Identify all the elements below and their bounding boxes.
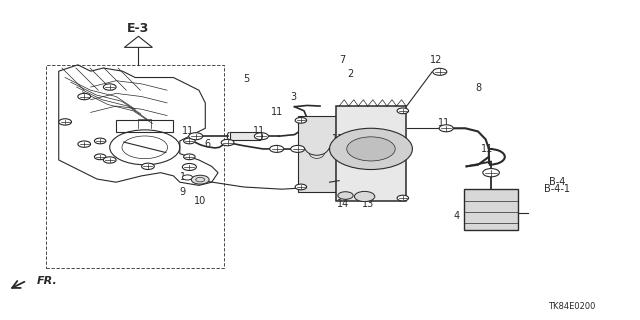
Bar xyxy=(464,188,518,230)
Text: 11: 11 xyxy=(332,134,344,144)
Text: 4: 4 xyxy=(454,211,460,220)
Circle shape xyxy=(95,154,106,160)
Text: 11: 11 xyxy=(271,108,284,117)
Text: 11: 11 xyxy=(438,118,451,128)
Circle shape xyxy=(397,108,408,114)
Text: 12: 12 xyxy=(430,55,442,65)
Circle shape xyxy=(184,154,195,160)
Circle shape xyxy=(103,157,116,163)
Text: 6: 6 xyxy=(204,139,211,148)
Circle shape xyxy=(182,175,193,180)
Bar xyxy=(116,120,173,132)
Circle shape xyxy=(221,140,234,146)
Text: 2: 2 xyxy=(348,69,354,79)
Circle shape xyxy=(254,133,268,140)
Circle shape xyxy=(397,195,408,201)
Circle shape xyxy=(191,175,209,184)
Circle shape xyxy=(78,93,91,100)
Circle shape xyxy=(295,184,307,190)
Text: 9: 9 xyxy=(179,187,186,197)
Circle shape xyxy=(141,163,154,170)
Circle shape xyxy=(103,84,116,90)
Circle shape xyxy=(433,68,447,75)
Text: 11: 11 xyxy=(481,144,493,154)
Bar xyxy=(46,65,225,268)
Circle shape xyxy=(291,145,305,152)
Text: 3: 3 xyxy=(290,92,296,102)
Circle shape xyxy=(355,191,375,202)
Circle shape xyxy=(78,141,91,147)
Text: 14: 14 xyxy=(337,199,349,209)
Text: 8: 8 xyxy=(475,83,481,93)
Circle shape xyxy=(330,128,412,170)
Circle shape xyxy=(483,169,499,177)
Text: FR.: FR. xyxy=(36,276,57,285)
Text: E-3: E-3 xyxy=(127,22,150,35)
Circle shape xyxy=(184,138,195,144)
Bar xyxy=(336,106,406,201)
Text: B-4-1: B-4-1 xyxy=(544,184,570,194)
Bar xyxy=(230,132,260,140)
Circle shape xyxy=(439,125,453,132)
Polygon shape xyxy=(124,36,152,47)
Circle shape xyxy=(189,133,203,140)
Text: 10: 10 xyxy=(194,196,206,206)
Text: 1: 1 xyxy=(180,172,186,182)
Text: 11: 11 xyxy=(253,126,266,136)
Circle shape xyxy=(269,145,284,152)
Text: B-4: B-4 xyxy=(549,177,565,187)
Circle shape xyxy=(347,137,395,161)
Bar xyxy=(298,116,336,192)
Text: 7: 7 xyxy=(339,55,346,65)
Circle shape xyxy=(182,164,196,171)
Circle shape xyxy=(95,138,106,144)
Circle shape xyxy=(338,192,353,199)
Circle shape xyxy=(59,119,72,125)
Text: 13: 13 xyxy=(362,199,374,209)
Text: 5: 5 xyxy=(244,74,250,84)
Circle shape xyxy=(295,117,307,123)
Text: 11: 11 xyxy=(182,126,194,136)
Text: TK84E0200: TK84E0200 xyxy=(548,302,595,311)
